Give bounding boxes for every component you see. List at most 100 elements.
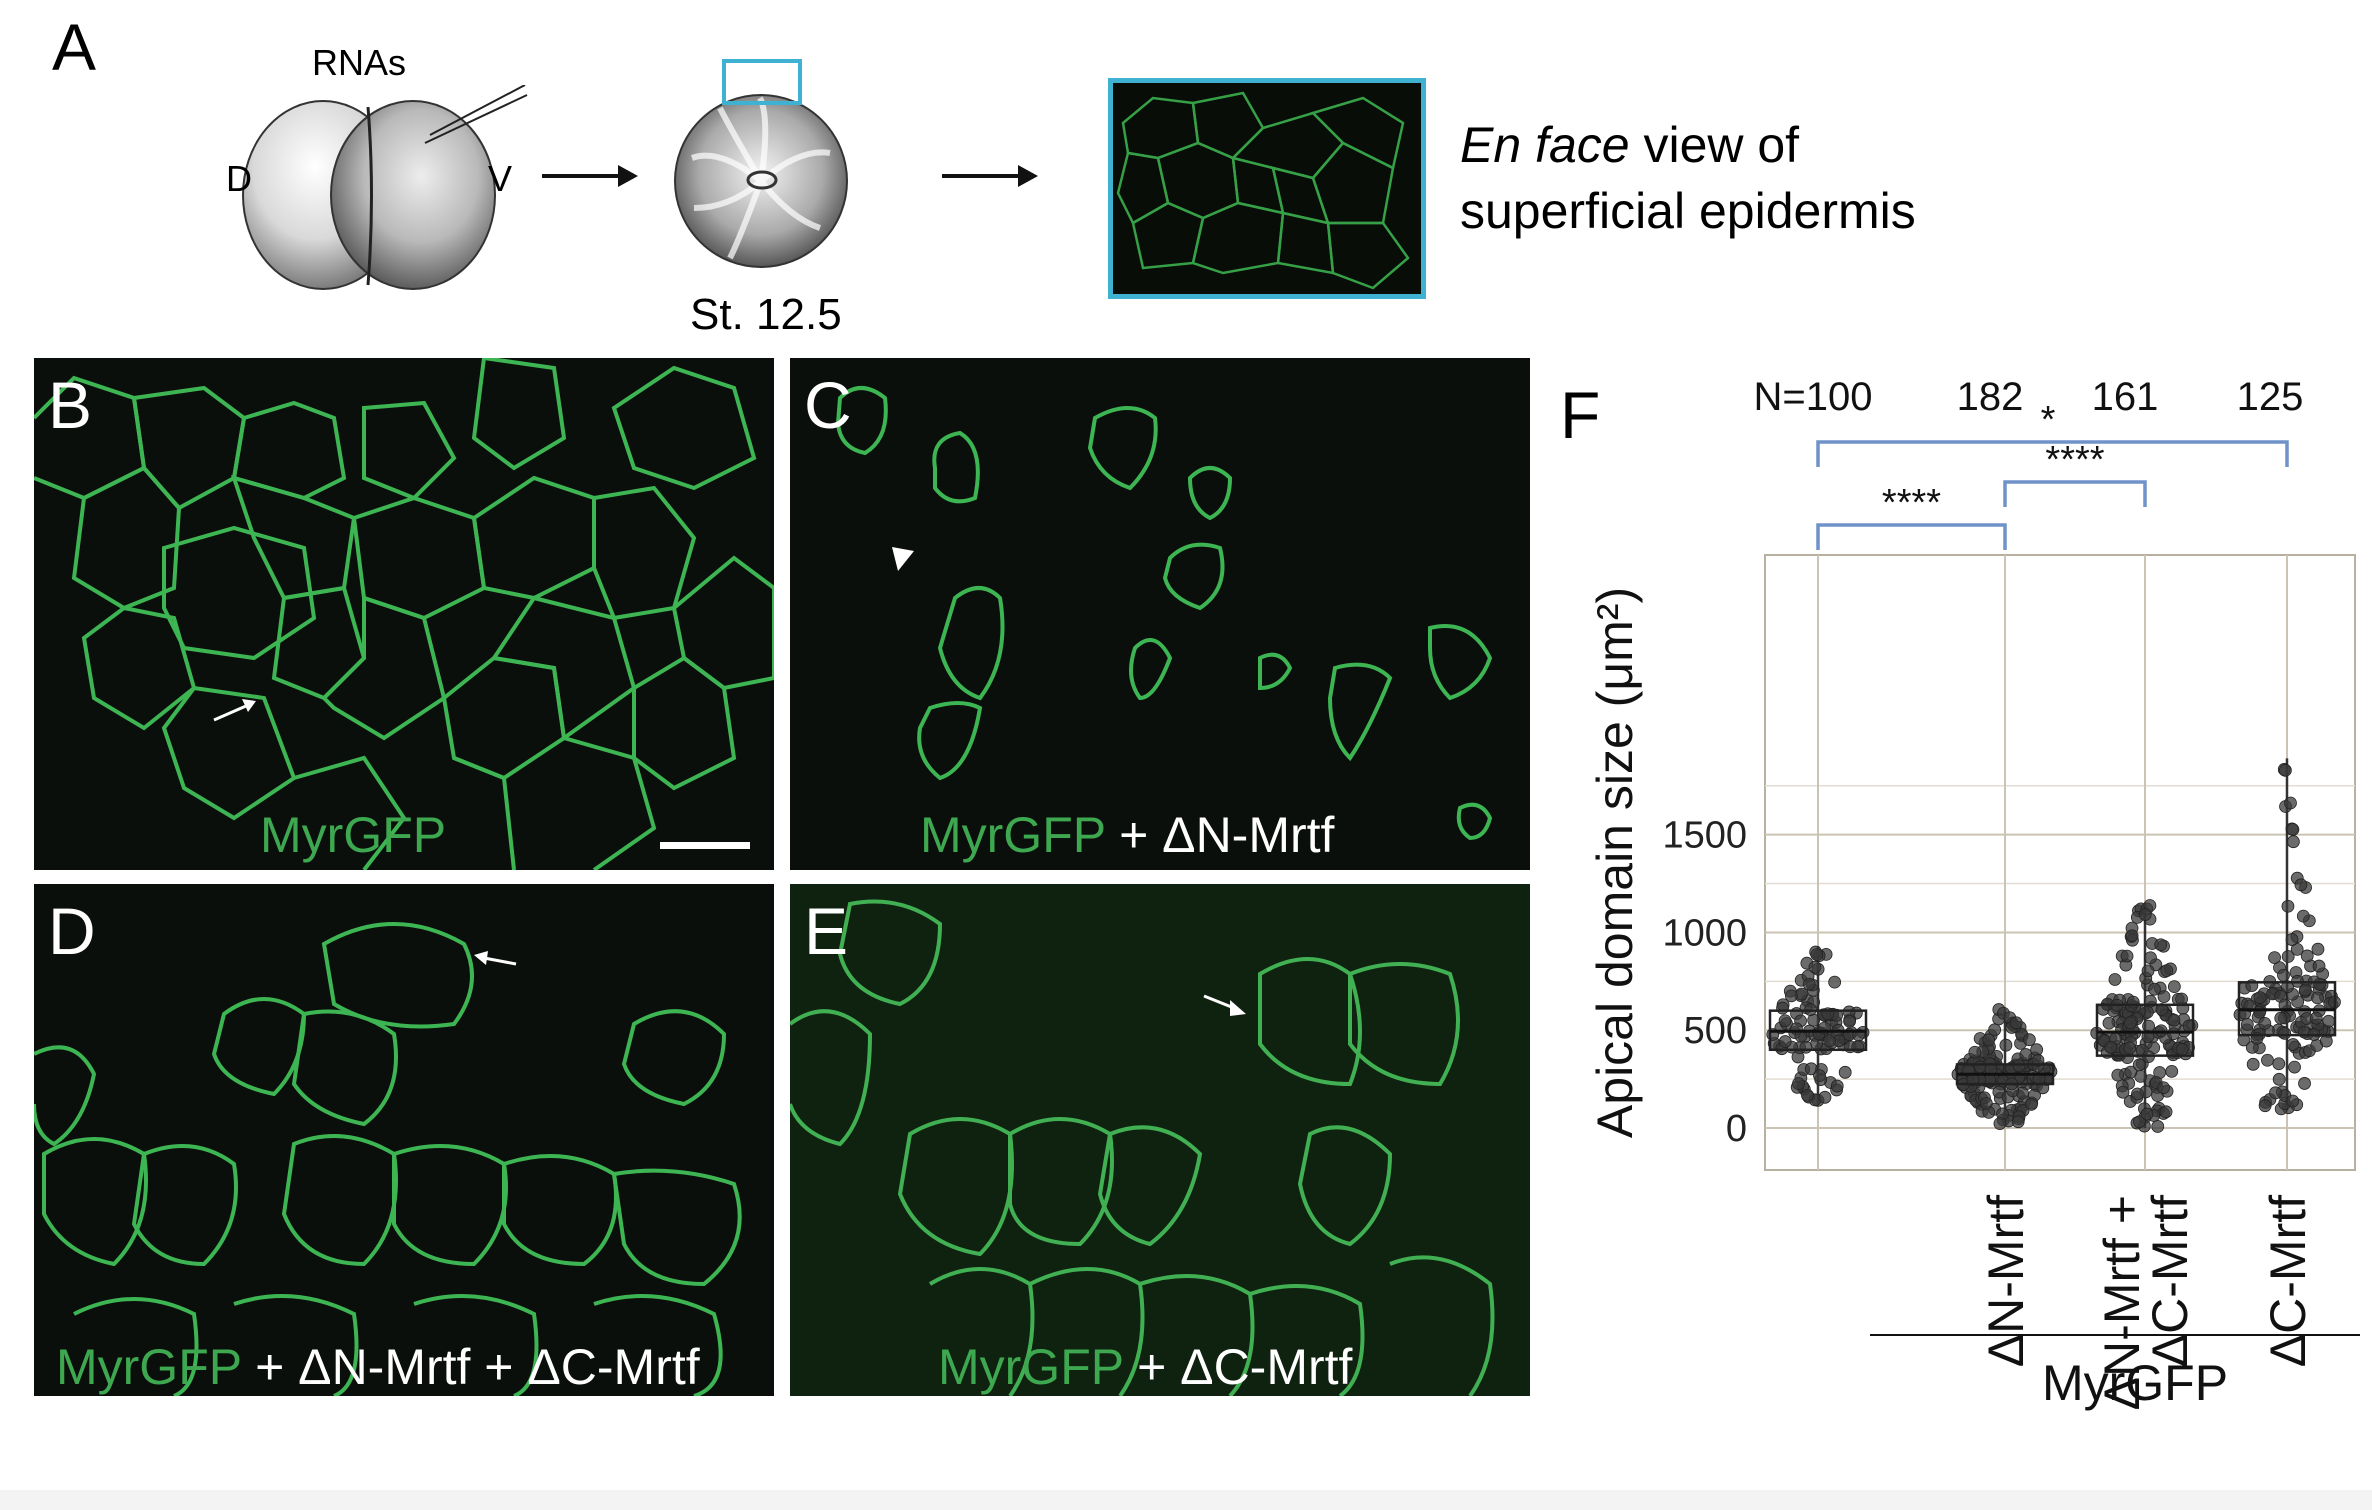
micrograph-b — [34, 358, 774, 870]
data-point — [2167, 1013, 2181, 1027]
data-point — [1808, 960, 1822, 974]
data-point — [1776, 1001, 1789, 1015]
data-point — [2312, 959, 2326, 973]
data-point — [2140, 1107, 2154, 1121]
data-point — [2285, 933, 2299, 946]
caption-d-white: + ΔN-Mrtf + ΔC-Mrtf — [241, 1339, 700, 1395]
data-point — [2159, 1105, 2173, 1119]
data-point — [2154, 938, 2168, 952]
data-point — [2281, 980, 2294, 994]
data-point — [2030, 1043, 2044, 1057]
rnas-label: RNAs — [312, 42, 407, 83]
panel-f-letter: F — [1560, 378, 1601, 452]
n-count-label: N=100 — [1754, 375, 1873, 419]
caption-e: MyrGFP + ΔC-Mrtf — [938, 1342, 1352, 1392]
data-point — [1784, 989, 1798, 1003]
data-point — [1823, 1034, 1836, 1048]
caption-c-green: MyrGFP — [920, 807, 1106, 863]
data-point — [2277, 968, 2290, 982]
caption-b: MyrGFP — [260, 810, 446, 860]
data-point — [2125, 929, 2139, 943]
data-point — [1818, 1090, 1832, 1104]
caption-e-white: + ΔC-Mrtf — [1123, 1339, 1353, 1395]
data-point — [2322, 1014, 2336, 1028]
data-point — [2298, 1077, 2311, 1090]
micrograph-e — [790, 884, 1530, 1396]
plot-frame — [1764, 554, 2356, 1171]
data-point — [2311, 942, 2325, 956]
y-tick-label: 500 — [1684, 1010, 1747, 1052]
dorsal-label: D — [226, 158, 252, 199]
data-point — [1988, 1023, 2002, 1037]
apical-domain-size-chart: 0 500 1000 1500 Apical domain size (μm²) N=10… — [1587, 375, 2360, 1411]
en-face-description: En face view of superficial epidermis — [1460, 112, 1916, 244]
data-point — [2108, 973, 2122, 986]
caption-d-green: MyrGFP — [56, 1339, 242, 1395]
data-point — [2102, 1016, 2116, 1030]
data-point — [2175, 1042, 2189, 1056]
data-point — [2167, 980, 2181, 994]
data-point — [1999, 1038, 2013, 1052]
category-label: ΔC-Mrtf — [2142, 1195, 2198, 1367]
data-point — [2012, 1059, 2026, 1073]
panel-a-letter: A — [52, 10, 97, 84]
caption-c-white: + ΔN-Mrtf — [1105, 807, 1335, 863]
group-label: MyrGFP — [2042, 1355, 2228, 1411]
data-point — [2009, 1016, 2023, 1030]
panel-b-letter: B — [48, 368, 93, 442]
data-point — [2138, 908, 2152, 921]
data-point — [1838, 1065, 1852, 1079]
data-point — [2144, 951, 2157, 965]
data-point — [1804, 1062, 1818, 1076]
data-point — [1799, 1040, 1813, 1054]
data-point — [1982, 1033, 1996, 1047]
category-label: ΔN-Mrtf + — [2094, 1195, 2150, 1410]
significance-label: **** — [1882, 482, 1941, 524]
arrow-marker-e — [1203, 994, 1246, 1016]
y-tick-label: 1000 — [1662, 912, 1747, 954]
data-point — [2286, 1038, 2300, 1051]
data-point — [2290, 942, 2304, 956]
data-point — [2269, 1086, 2282, 1100]
data-point — [2258, 1016, 2272, 1030]
data-point — [2286, 823, 2300, 836]
data-point — [2131, 1087, 2144, 1101]
data-point — [2294, 878, 2308, 892]
data-point — [2311, 991, 2324, 1005]
en-face-line2: superficial epidermis — [1460, 183, 1916, 239]
box — [2095, 1003, 2195, 1057]
data-point — [2261, 1053, 2274, 1067]
process-arrow-2 — [942, 165, 1038, 187]
caption-c: MyrGFP + ΔN-Mrtf — [920, 810, 1334, 860]
data-point — [2281, 950, 2295, 963]
micrograph-c — [790, 358, 1530, 870]
data-point — [1979, 1096, 1993, 1110]
data-point — [1843, 1014, 1856, 1028]
n-count-label: 125 — [2237, 375, 2304, 419]
data-point — [2120, 949, 2134, 963]
arrow-marker-b — [213, 699, 256, 722]
data-point — [2157, 1081, 2170, 1095]
data-point — [2111, 1068, 2125, 1082]
data-point — [2025, 1097, 2038, 1111]
data-point — [2133, 1115, 2146, 1129]
data-point — [2300, 949, 2314, 963]
data-point — [2272, 1072, 2286, 1086]
data-point — [2281, 899, 2295, 913]
data-point — [1830, 1079, 1844, 1093]
data-point — [1792, 1077, 1805, 1090]
data-point — [2240, 1017, 2254, 1031]
stage-label: St. 12.5 — [690, 290, 842, 339]
data-point — [2151, 1120, 2165, 1133]
bottom-band — [0, 1490, 2372, 1510]
y-tick-label: 1500 — [1662, 815, 1747, 857]
data-point — [2286, 1094, 2300, 1108]
data-point — [2288, 1060, 2301, 1074]
significance-bracket — [1816, 523, 2007, 550]
data-point — [1828, 975, 1842, 989]
data-point — [1778, 1035, 1792, 1048]
data-point — [2124, 1065, 2138, 1079]
arrow-marker-d — [474, 951, 517, 966]
data-point — [2319, 1034, 2333, 1048]
data-point — [2165, 1065, 2179, 1078]
